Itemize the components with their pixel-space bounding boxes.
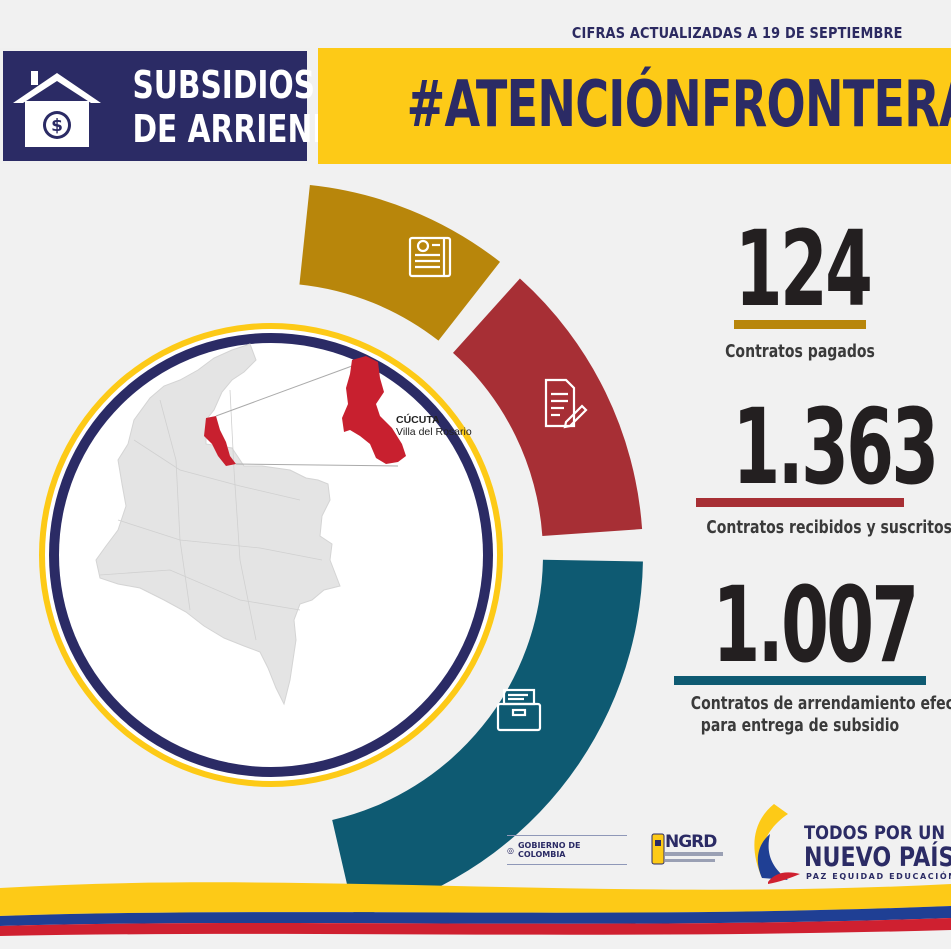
invoice-icon (408, 236, 452, 278)
map-regions (99, 389, 323, 641)
house-dollar-icon: $ (13, 71, 101, 147)
flag-swoosh-icon (754, 804, 800, 884)
connector-line-bottom (235, 463, 399, 467)
stat-label: Contratos pagados (725, 341, 875, 362)
stat-value: 1.363 (732, 386, 940, 508)
flag-stripe-red (0, 918, 951, 936)
archive-drawer-icon (496, 688, 542, 732)
document-pen-icon (544, 378, 588, 429)
todos-por-un-nuevo-pais-logo: TODOS POR UN NUEVO PAÍS PAZ EQUIDAD EDUC… (744, 800, 951, 890)
stat-underline (674, 676, 926, 685)
flag-stripe-blue (0, 906, 951, 926)
stat-contratos-recibidos: 1.363 Contratos recibidos y suscritos (680, 395, 951, 539)
update-note: CIFRAS ACTUALIZADAS A 19 DE SEPTIEMBRE (572, 24, 903, 42)
hashtag-banner: #ATENCIÓNFRONTERA (318, 48, 951, 164)
colombia-map (95, 343, 341, 706)
flag-stripe-yellow (0, 882, 951, 916)
arc-segment-teal (332, 559, 643, 918)
ngrd-emblem-icon (651, 833, 665, 865)
svg-text:$: $ (51, 116, 63, 136)
stat-value: 1.007 (712, 564, 920, 686)
norte-santander-zoom (342, 356, 406, 464)
shield-icon: ◎ (507, 845, 514, 855)
stat-contratos-pagados: 124 Contratos pagados (700, 208, 900, 363)
stat-value: 124 (734, 208, 873, 330)
stat-underline (734, 320, 866, 329)
stat-label: Contratos recibidos y suscritos (706, 517, 951, 538)
stat-underline (696, 498, 904, 507)
arc-segment-red (453, 278, 643, 537)
stat-label: Contratos de arrendamiento efectivos (690, 693, 951, 714)
gobierno-logo: ◎ GOBIERNO DE COLOMBIA (507, 835, 627, 865)
norte-santander-small (204, 416, 236, 466)
header-title-panel: $ SUBSIDIOS DE ARRIENDO (0, 48, 362, 164)
connector-line-top (215, 365, 353, 417)
stat-label-line2: para entrega de subsidio (700, 715, 900, 736)
map-city-label: CÚCUTA Villa del Rosario (396, 414, 472, 438)
hashtag-text: #ATENCIÓNFRONTERA (406, 68, 951, 142)
ngrd-logo: NGRD (651, 832, 723, 872)
arc-segment-gold (299, 185, 501, 341)
stat-contratos-arrendamiento: 1.007 Contratos de arrendamiento efectiv… (660, 564, 951, 737)
